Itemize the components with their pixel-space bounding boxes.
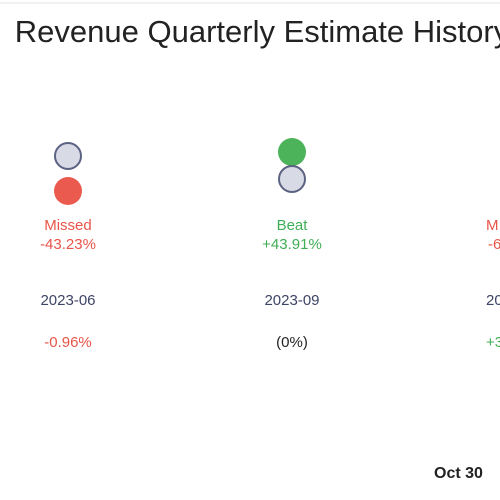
actual-dot xyxy=(54,177,82,205)
surprise: +43.91% xyxy=(262,236,322,253)
result: Missed xyxy=(44,217,92,234)
change: -0.96% xyxy=(44,334,92,351)
estimate-dot xyxy=(54,142,82,170)
period: 2023-09 xyxy=(264,292,319,309)
result: M xyxy=(486,217,499,234)
actual-dot xyxy=(278,138,306,166)
surprise: -6 xyxy=(488,236,500,253)
title: Revenue Quarterly Estimate History xyxy=(15,14,500,49)
footer-date: Oct 30 xyxy=(434,465,483,482)
surprise: -43.23% xyxy=(40,236,96,253)
result: Beat xyxy=(277,217,309,234)
period: 2023-06 xyxy=(40,292,95,309)
change: +3 xyxy=(486,334,500,351)
change: (0%) xyxy=(276,334,308,351)
period: 20 xyxy=(486,292,500,309)
estimate-dot xyxy=(278,165,306,193)
